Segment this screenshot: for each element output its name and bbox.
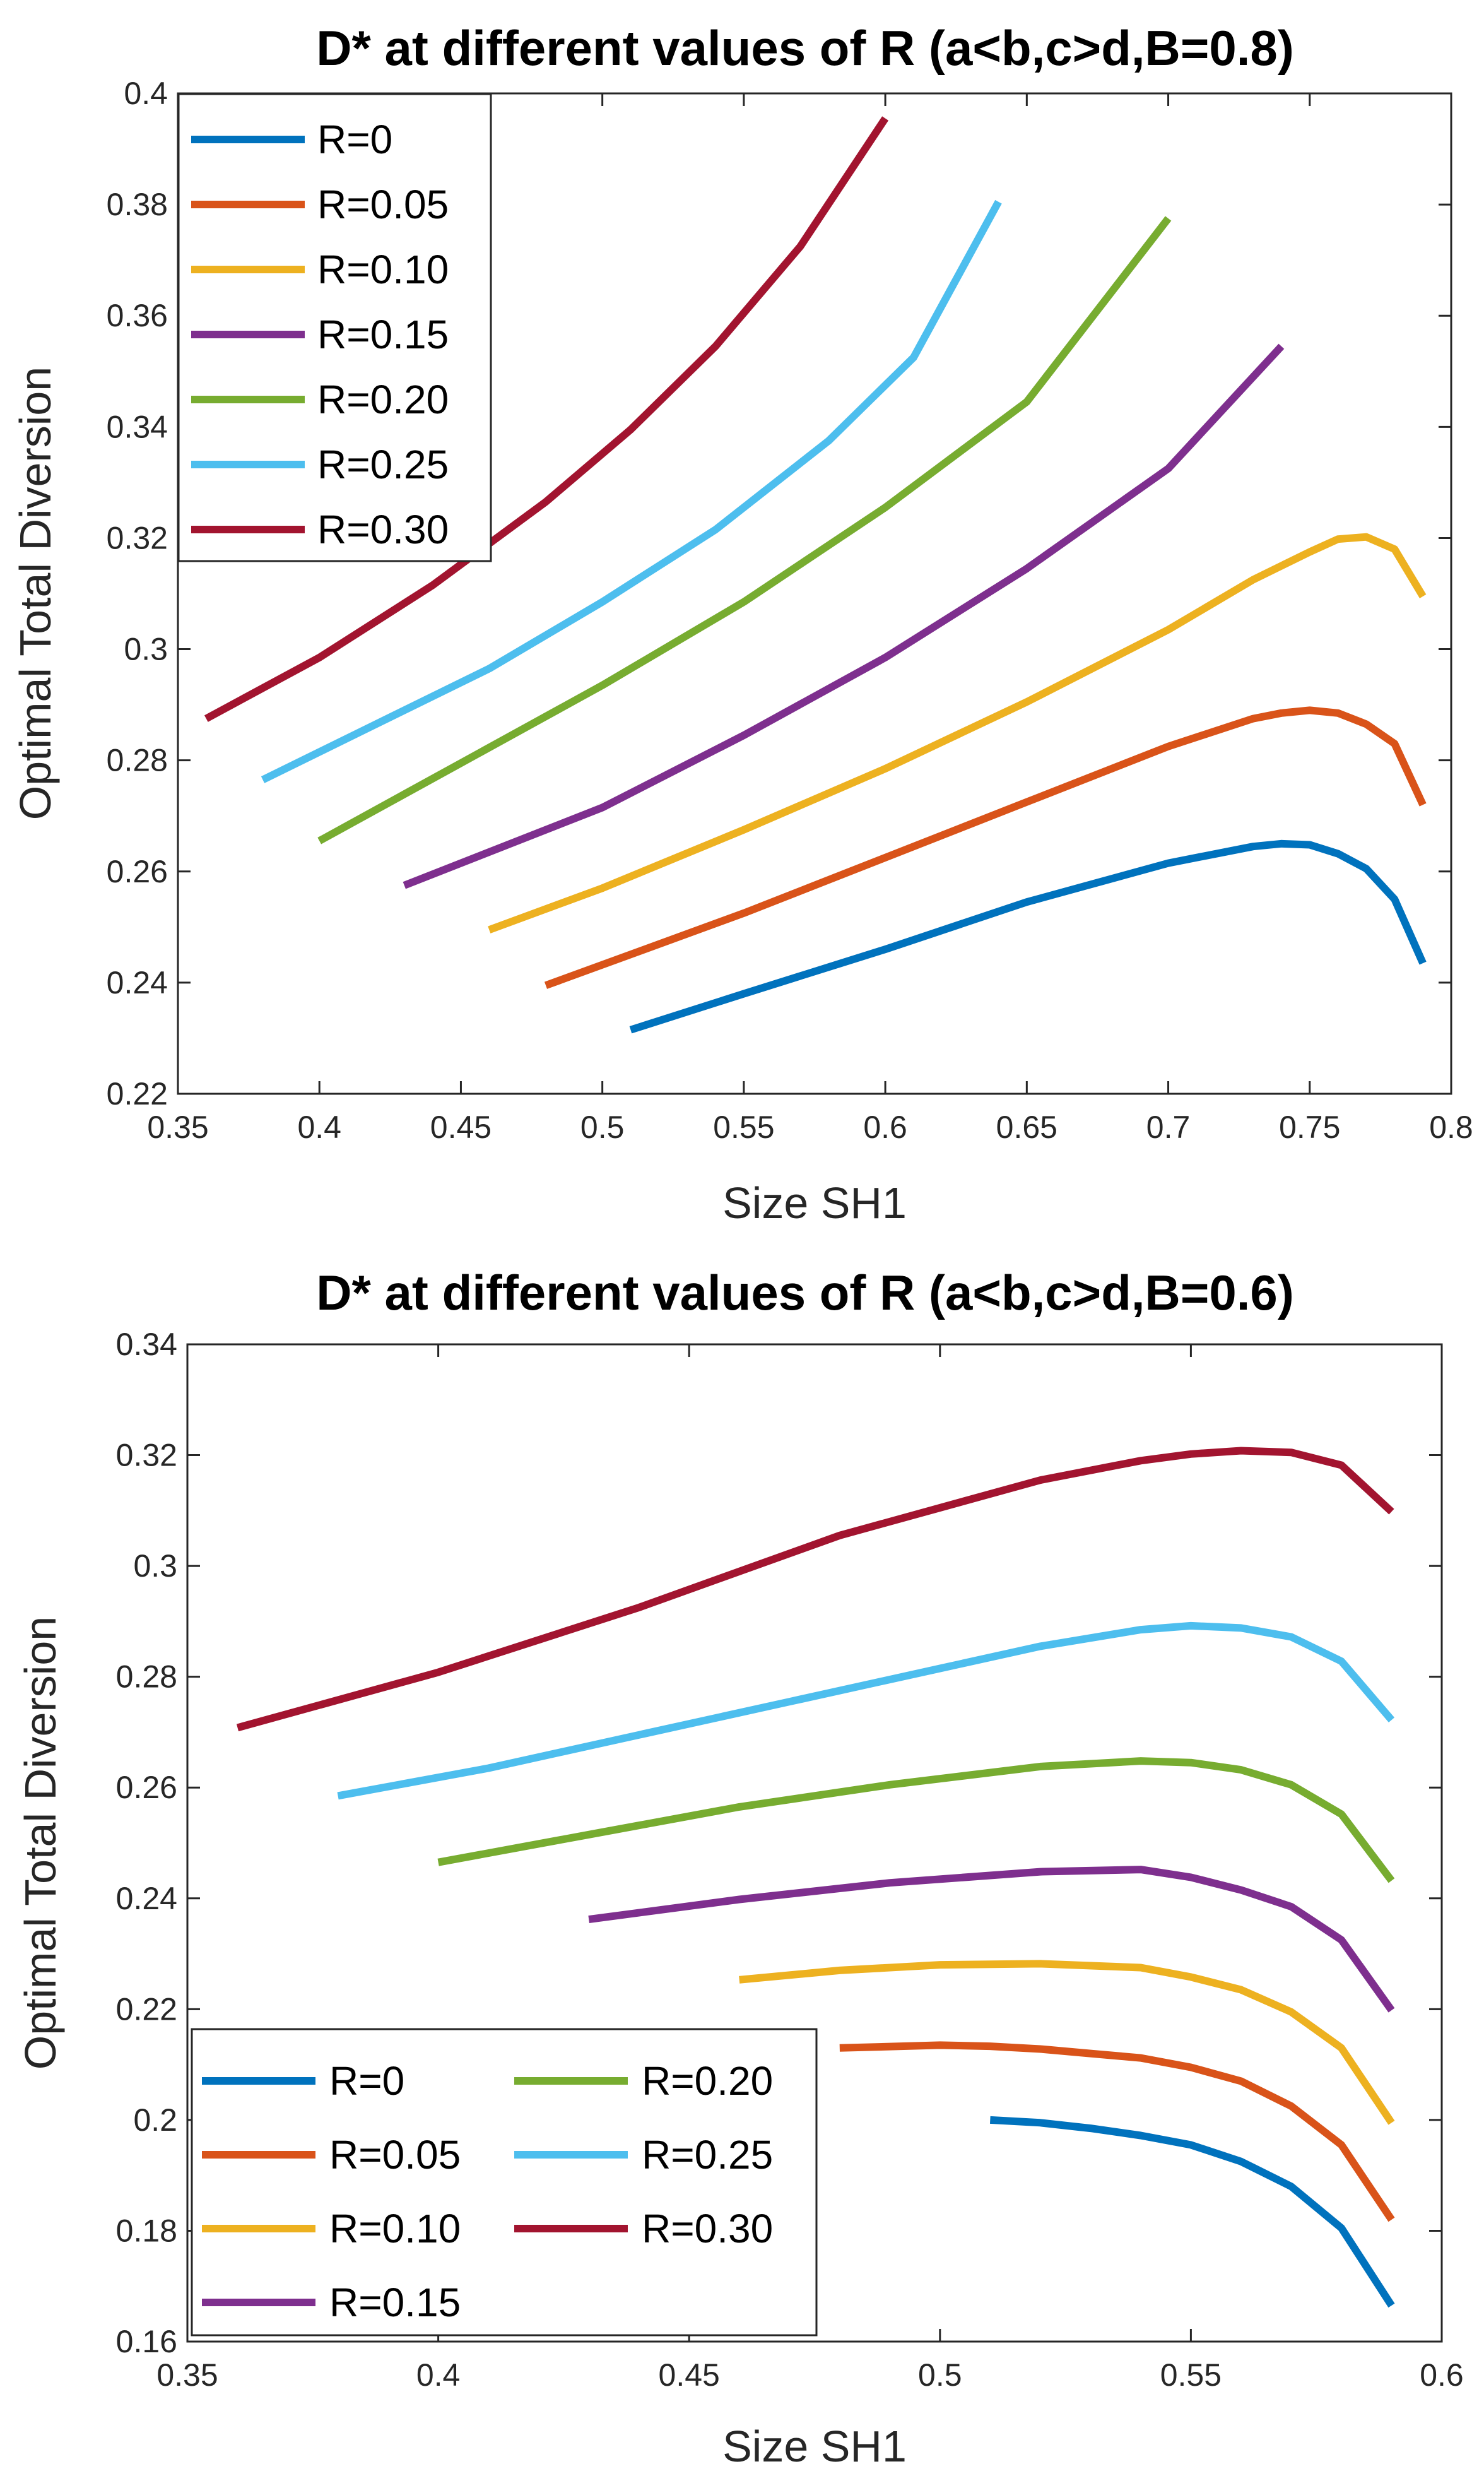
series-line-r-0-20	[437, 1757, 1395, 1883]
x-tick-label: 0.4	[297, 1110, 341, 1145]
x-tick-label: 0.6	[863, 1110, 907, 1145]
chart-bottom: D* at different values of R (a<b,c>d,B=0…	[16, 1265, 1464, 2471]
y-tick-label: 0.34	[107, 409, 168, 444]
x-tick-label: 0.45	[430, 1110, 492, 1145]
chart-title: D* at different values of R (a<b,c>d,B=0…	[316, 1265, 1294, 1320]
y-tick-label: 0.18	[116, 2213, 177, 2248]
x-tick-label: 0.4	[416, 2357, 461, 2393]
y-tick-label: 0.34	[116, 1327, 177, 1362]
y-tick-label: 0.38	[107, 187, 168, 222]
legend-label: R=0.30	[317, 507, 449, 552]
y-tick-label: 0.22	[107, 1076, 168, 1111]
x-tick-label: 0.55	[1160, 2357, 1222, 2393]
y-tick-label: 0.3	[133, 1548, 177, 1584]
series-line-r-0	[989, 2116, 1395, 2308]
y-tick-label: 0.22	[116, 1991, 177, 2027]
x-tick-label: 0.45	[659, 2357, 720, 2393]
legend-label: R=0.25	[642, 2132, 773, 2177]
legend-label: R=0.15	[317, 312, 449, 357]
legend-label: R=0.10	[317, 247, 449, 292]
legend-label: R=0.20	[317, 377, 449, 422]
x-tick-label: 0.35	[147, 1110, 208, 1145]
legend: R=0 R=0.05 R=0.10 R=0.15 R=0.20 R=0.25 R=0.30	[177, 93, 492, 562]
x-tick-label: 0.35	[156, 2357, 218, 2393]
series-line-r-0-30	[236, 1447, 1394, 1732]
x-tick-label: 0.7	[1146, 1110, 1191, 1145]
series-line-r-0-20	[317, 216, 1172, 844]
x-tick-label: 0.5	[918, 2357, 962, 2393]
y-axis-label: Optimal Total Diversion	[11, 367, 60, 820]
legend-label: R=0.15	[329, 2280, 461, 2325]
series-line-r-0-10	[739, 1960, 1395, 2125]
y-tick-label: 0.2	[133, 2102, 177, 2138]
y-tick-label: 0.32	[107, 520, 168, 555]
chart-top: D* at different values of R (a<b,c>d,B=0…	[11, 20, 1473, 1228]
y-tick-label: 0.28	[116, 1659, 177, 1695]
x-tick-label: 0.75	[1279, 1110, 1340, 1145]
legend-label: R=0.05	[317, 182, 449, 227]
axes-box	[177, 92, 1452, 1095]
series-line-r-0-15	[403, 343, 1285, 889]
series-line-r-0-05	[544, 706, 1427, 989]
y-tick-label: 0.24	[116, 1881, 177, 1916]
series-lines	[204, 116, 1427, 1034]
series-line-r-0-25	[337, 1621, 1395, 1800]
legend-label: R=0.10	[329, 2206, 461, 2251]
y-tick-label: 0.26	[116, 1770, 177, 1805]
y-tick-label: 0.28	[107, 743, 168, 778]
legend-label: R=0	[329, 2058, 404, 2104]
series-line-r-0-05	[839, 2041, 1395, 2222]
legend: R=0 R=0.05 R=0.10 R=0.15 R=0.20 R=0.25 R=0.30	[191, 2028, 818, 2337]
axes-box	[186, 1343, 1443, 2343]
y-ticks: 0.22 0.24 0.26 0.28 0.3 0.32 0.34 0.36 0.38 0.4	[107, 76, 1451, 1111]
y-tick-label: 0.3	[124, 632, 168, 667]
y-ticks: 0.16 0.18 0.2 0.22 0.24 0.26 0.28 0.3 0.32 0.34	[116, 1327, 1442, 2359]
x-tick-label: 0.5	[580, 1110, 625, 1145]
series-line-r-0-10	[488, 533, 1427, 933]
legend-label: R=0.25	[317, 442, 449, 487]
chart-title: D* at different values of R (a<b,c>d,B=0…	[316, 20, 1294, 76]
y-tick-label: 0.4	[124, 76, 168, 111]
y-tick-label: 0.32	[116, 1438, 177, 1473]
x-ticks: 0.35 0.4 0.45 0.5 0.55 0.6 0.65 0.7 0.75 0.8	[147, 93, 1473, 1145]
legend-label: R=0.20	[642, 2058, 773, 2104]
series-line-r-0-25	[261, 199, 1002, 783]
x-tick-label: 0.8	[1429, 1110, 1473, 1145]
y-tick-label: 0.36	[107, 298, 168, 333]
y-axis-label: Optimal Total Diversion	[16, 1616, 65, 2070]
series-line-r-0	[629, 839, 1427, 1034]
x-tick-label: 0.6	[1420, 2357, 1464, 2393]
x-ticks: 0.35 0.4 0.45 0.5 0.55 0.6	[156, 1344, 1464, 2393]
series-lines	[236, 1447, 1395, 2308]
x-tick-label: 0.55	[713, 1110, 774, 1145]
y-tick-label: 0.26	[107, 854, 168, 889]
x-tick-label: 0.65	[996, 1110, 1057, 1145]
x-axis-label: Size SH1	[722, 2422, 907, 2471]
series-line-r-0-30	[204, 116, 889, 722]
legend-label: R=0	[317, 117, 392, 162]
series-line-r-0-15	[588, 1866, 1395, 2013]
x-axis-label: Size SH1	[722, 1178, 907, 1228]
y-tick-label: 0.24	[107, 965, 168, 1000]
y-tick-label: 0.16	[116, 2324, 177, 2359]
legend-label: R=0.30	[642, 2206, 773, 2251]
legend-box	[177, 93, 492, 562]
legend-label: R=0.05	[329, 2132, 461, 2177]
